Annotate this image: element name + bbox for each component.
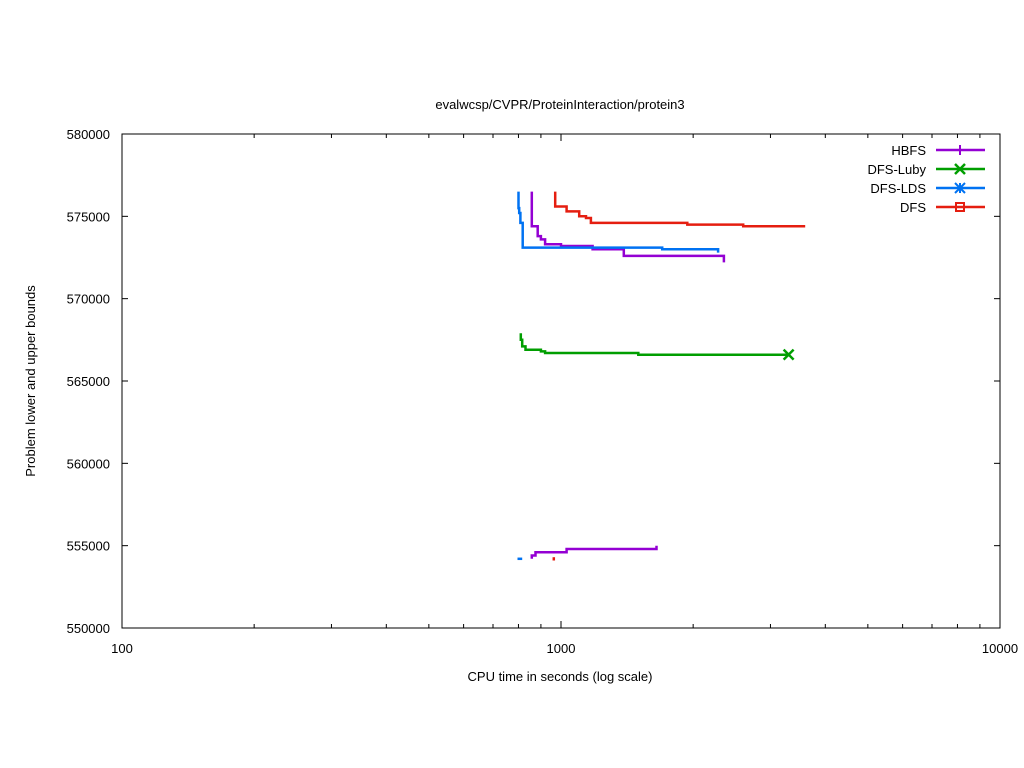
plot-frame	[121, 133, 1001, 629]
marker-stroke	[954, 182, 966, 194]
series-hbfs-upper	[530, 191, 726, 263]
legend-marker-dfs	[955, 202, 965, 212]
legend-marker-dfs-luby	[954, 163, 966, 175]
y-tick-label: 575000	[67, 209, 110, 224]
series-dfs-upper	[553, 191, 806, 228]
y-tick-label: 580000	[67, 127, 110, 142]
x-axis-label: CPU time in seconds (log scale)	[468, 669, 653, 684]
legend-label: DFS	[900, 200, 926, 215]
x-tick-label: 100	[111, 641, 133, 656]
legend: HBFS DFS-Luby DFS-LDS DFS	[867, 143, 985, 215]
series-dfs-luby-upper	[519, 333, 789, 356]
legend-label: DFS-LDS	[870, 181, 926, 196]
x-tick-label: 1000	[547, 641, 576, 656]
series-dfs-lds-upper	[517, 191, 720, 253]
axis-ticks: 550000 555000 560000 565000 570000 575000 5800…	[67, 127, 1018, 656]
legend-marker-dfs-lds	[954, 182, 966, 194]
y-tick-label: 555000	[67, 539, 110, 554]
marker-stroke	[782, 348, 795, 361]
marker-stroke	[955, 202, 965, 212]
y-tick-label: 565000	[67, 374, 110, 389]
y-tick-label: 560000	[67, 456, 110, 471]
marker-stroke	[954, 163, 966, 175]
x-tick-label: 10000	[982, 641, 1018, 656]
legend-label: DFS-Luby	[867, 162, 926, 177]
series-layer	[517, 191, 806, 561]
y-axis-label: Problem lower and upper bounds	[23, 285, 38, 477]
y-tick-label: 550000	[67, 621, 110, 636]
series-hbfs-lower	[530, 545, 658, 559]
y-tick-label: 570000	[67, 292, 110, 307]
legend-marker-hbfs	[955, 145, 965, 155]
legend-label: HBFS	[891, 143, 926, 158]
series-dfs-luby-point	[782, 348, 795, 361]
chart-title: evalwcsp/CVPR/ProteinInteraction/protein…	[435, 97, 684, 112]
